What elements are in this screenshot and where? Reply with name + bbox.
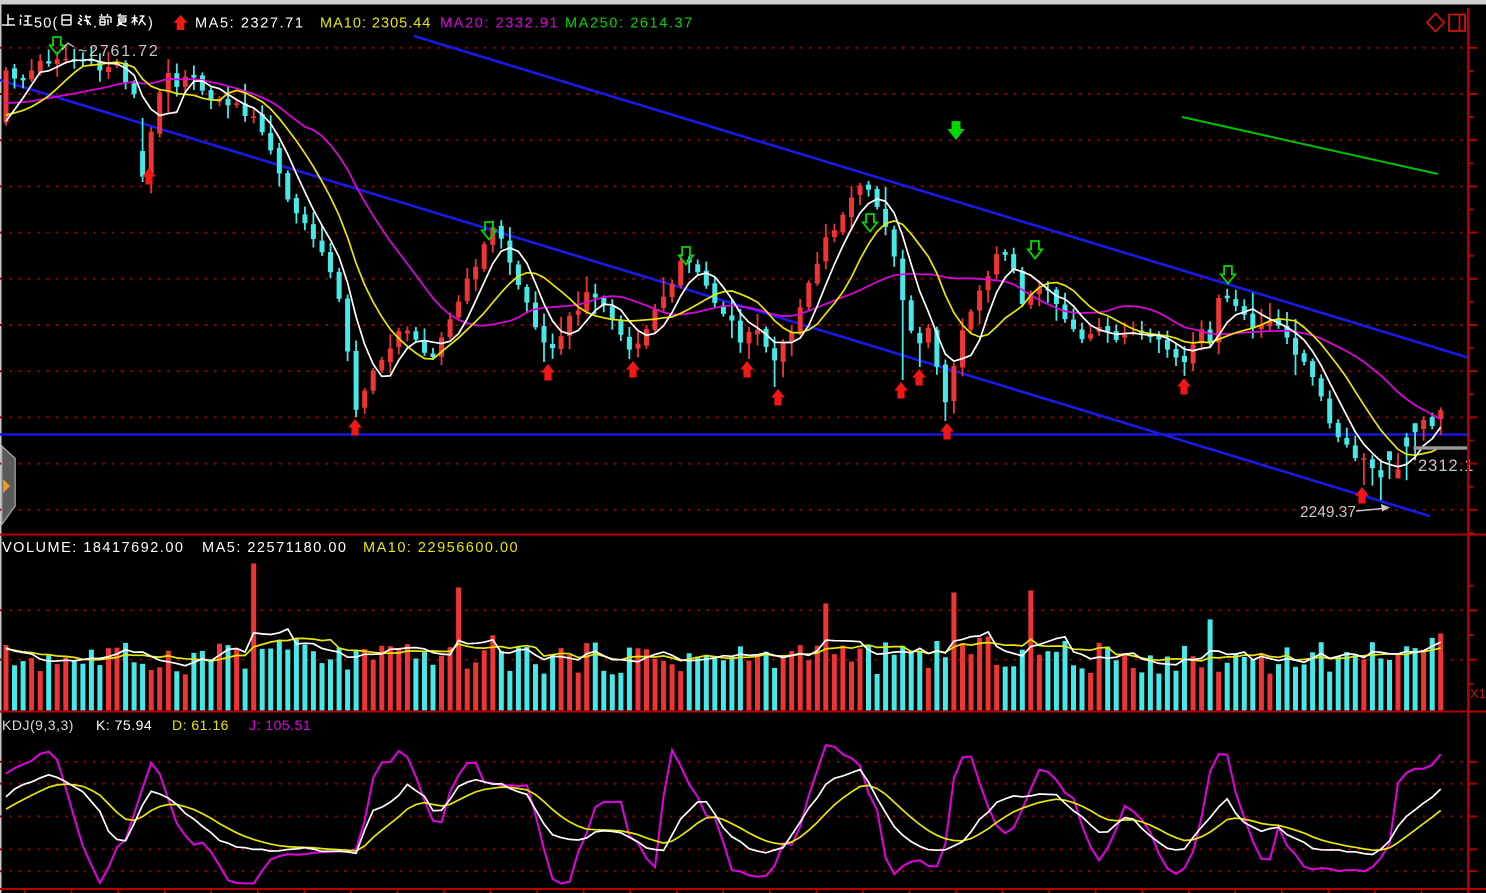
svg-text:D: 61.16: D: 61.16 bbox=[172, 717, 229, 733]
svg-text:VOLUME: 18417692.00: VOLUME: 18417692.00 bbox=[2, 540, 184, 556]
svg-text:X1: X1 bbox=[1470, 686, 1486, 701]
svg-text:MA20: 2332.91: MA20: 2332.91 bbox=[440, 16, 559, 32]
svg-text:.: . bbox=[93, 16, 98, 32]
svg-text:MA5: 22571180.00: MA5: 22571180.00 bbox=[202, 540, 347, 556]
svg-text:MA250: 2614.37: MA250: 2614.37 bbox=[565, 16, 694, 32]
svg-text:2249.37: 2249.37 bbox=[1300, 504, 1356, 521]
svg-text:): ) bbox=[148, 16, 154, 32]
svg-text:~2761.72: ~2761.72 bbox=[78, 43, 160, 60]
svg-text:MA10: 2305.44: MA10: 2305.44 bbox=[320, 16, 431, 32]
svg-text:MA5: 2327.71: MA5: 2327.71 bbox=[195, 16, 305, 32]
svg-text:KDJ(9,3,3): KDJ(9,3,3) bbox=[2, 717, 74, 733]
svg-text:J: 105.51: J: 105.51 bbox=[249, 717, 311, 733]
svg-text:50(: 50( bbox=[34, 16, 59, 32]
svg-text:2312.1: 2312.1 bbox=[1418, 457, 1474, 475]
svg-text:K: 75.94: K: 75.94 bbox=[96, 717, 152, 733]
svg-text:MA10: 22956600.00: MA10: 22956600.00 bbox=[363, 540, 519, 556]
